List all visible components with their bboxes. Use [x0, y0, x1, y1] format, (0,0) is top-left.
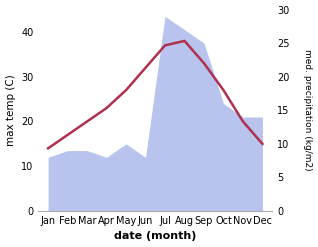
- Y-axis label: max temp (C): max temp (C): [5, 74, 16, 146]
- X-axis label: date (month): date (month): [114, 231, 197, 242]
- Y-axis label: med. precipitation (kg/m2): med. precipitation (kg/m2): [303, 49, 313, 171]
